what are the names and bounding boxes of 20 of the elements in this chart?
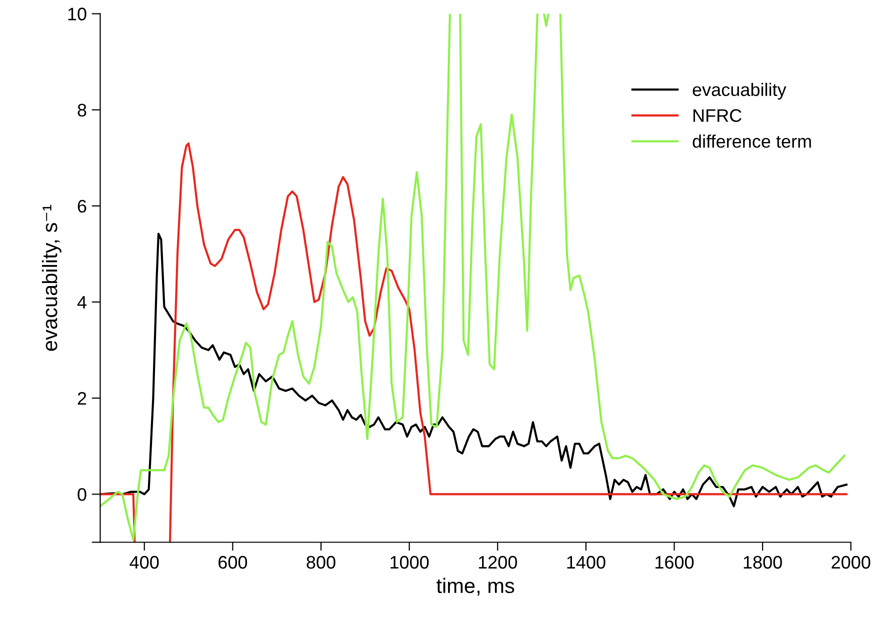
y-tick-label: 10: [68, 8, 86, 20]
y-tick-label: 0: [78, 488, 86, 501]
x-tick-label: 400: [130, 556, 159, 569]
y-axis-title: evacuability, s⁻¹: [42, 204, 62, 351]
y-tick-label: 2: [78, 392, 86, 405]
x-tick-label: 1800: [744, 556, 782, 569]
x-tick-label: 600: [218, 556, 248, 569]
legend-label: NFRC: [693, 109, 742, 122]
x-tick-label: 2000: [832, 556, 870, 569]
y-tick-label: 4: [77, 296, 86, 309]
x-axis-title: time, ms: [436, 578, 514, 596]
x-tick-label: 800: [306, 556, 336, 569]
y-tick-label: 8: [78, 104, 86, 117]
x-tick-label: 1200: [478, 556, 517, 569]
x-tick-label: 1600: [656, 556, 694, 569]
x-tick-label: 1400: [567, 556, 606, 569]
x-tick-label: 1000: [390, 556, 429, 569]
y-tick-label: 6: [78, 200, 86, 213]
legend-label: evacuability: [692, 82, 786, 100]
legend-label: difference term: [692, 134, 811, 148]
